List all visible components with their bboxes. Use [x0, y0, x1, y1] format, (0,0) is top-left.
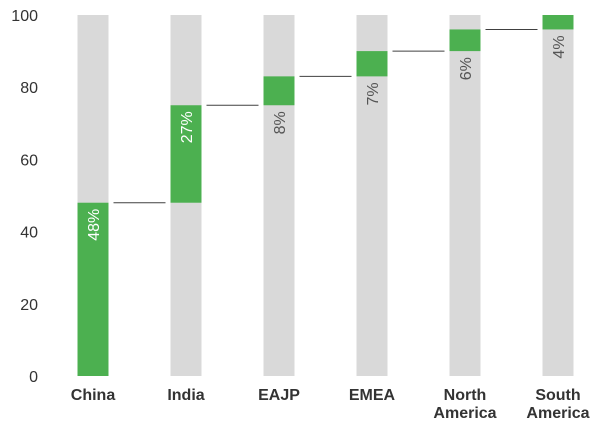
category-label: America	[526, 405, 589, 422]
data-labels: 48% 27% 8% 7% 6% 4%	[86, 35, 568, 240]
y-tick-label: 20	[20, 297, 38, 314]
bar-track	[449, 15, 481, 376]
connector-lines	[113, 28, 538, 204]
category-label: America	[433, 405, 496, 422]
data-label: 27%	[179, 111, 196, 143]
category-label: EMEA	[349, 387, 396, 404]
x-axis: China India EAJP EMEA NorthAmericaSouthAmeri…	[71, 387, 590, 422]
y-tick-label: 40	[20, 225, 38, 242]
category-label: EAJP	[258, 387, 300, 404]
bar-segments	[77, 15, 574, 376]
data-label: 8%	[272, 111, 289, 134]
y-axis: 0 20 40 60 80 100	[11, 8, 38, 386]
bar-segment	[542, 15, 574, 30]
bar-track	[542, 15, 574, 376]
bar-track	[263, 15, 295, 376]
data-label: 7%	[365, 82, 382, 105]
data-label: 48%	[86, 209, 103, 241]
y-tick-label: 100	[11, 8, 38, 25]
category-label: China	[71, 387, 116, 404]
bar-tracks	[77, 15, 574, 376]
bar-segment	[170, 105, 202, 203]
bar-segment	[449, 29, 481, 52]
category-label: India	[167, 387, 204, 404]
category-label: North	[444, 387, 487, 404]
data-label: 6%	[458, 57, 475, 80]
y-tick-label: 60	[20, 152, 38, 169]
category-label: South	[535, 387, 580, 404]
bar-segment	[356, 51, 388, 77]
bar-segment	[263, 76, 295, 106]
y-tick-label: 0	[29, 369, 38, 386]
bar-segment	[77, 202, 109, 376]
data-label: 4%	[551, 35, 568, 58]
y-tick-label: 80	[20, 80, 38, 97]
